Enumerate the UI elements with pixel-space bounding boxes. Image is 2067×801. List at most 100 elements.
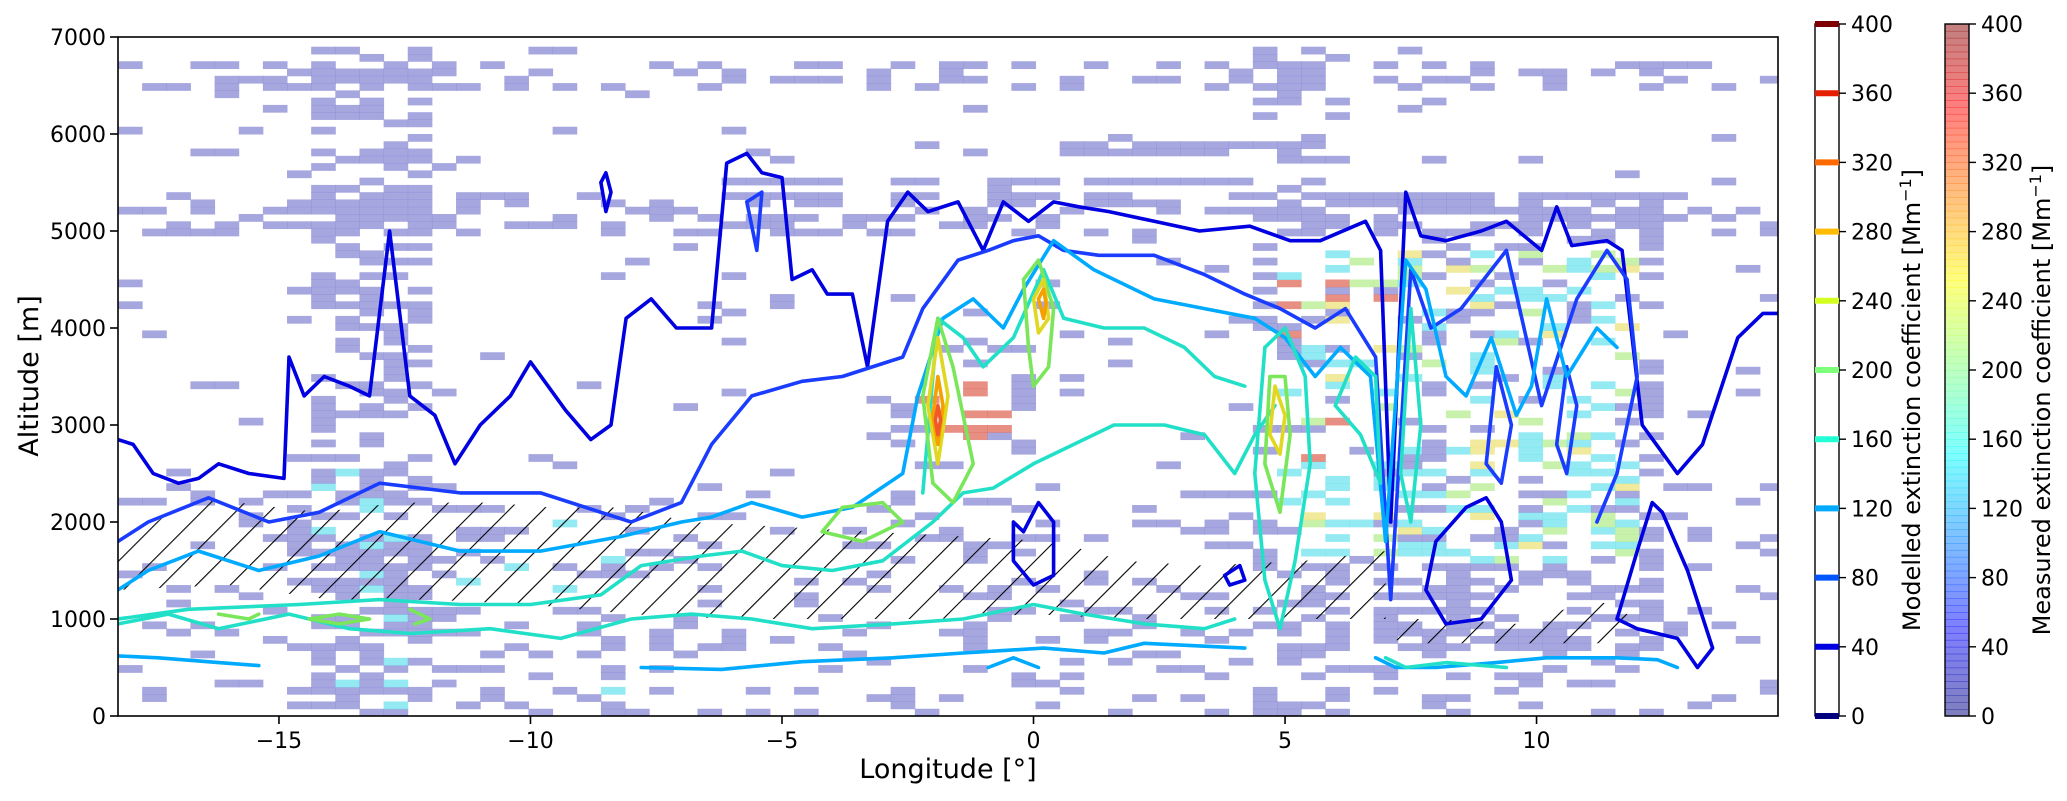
measured-pixel [1421, 272, 1447, 280]
measured-pixel [1615, 490, 1640, 499]
measured-colorbar-step [1945, 335, 1969, 343]
measured-pixel [1663, 628, 1688, 637]
measured-pixel [311, 163, 336, 171]
measured-pixel [407, 243, 433, 251]
measured-pixel [1301, 701, 1326, 710]
measured-pixel [1228, 177, 1254, 186]
measured-pixel [431, 214, 457, 222]
measured-pixel [311, 468, 336, 477]
measured-pixel [383, 359, 409, 368]
measured-pixel [383, 701, 409, 710]
measured-pixel [335, 184, 360, 193]
measured-pixel [407, 119, 433, 128]
measured-pixel [963, 308, 988, 317]
measured-pixel [1107, 192, 1133, 200]
contour-line-200 [216, 612, 261, 621]
measured-pixel [1252, 686, 1278, 695]
measured-pixel [1470, 381, 1495, 390]
measured-pixel [383, 199, 409, 208]
measured-colorbar-step [1945, 349, 1969, 357]
measured-pixel [1615, 628, 1640, 637]
measured-pixel [1759, 686, 1778, 695]
measured-pixel [769, 294, 795, 302]
measured-pixel [1083, 148, 1109, 157]
measured-pixel [311, 454, 336, 462]
contour-line-160 [1383, 656, 1509, 670]
measured-pixel [1639, 526, 1664, 535]
measured-pixel [166, 628, 191, 637]
measured-pixel [1059, 75, 1085, 84]
measured-pixel [938, 344, 964, 353]
measured-pixel [1132, 141, 1157, 150]
measured-pixel [1083, 534, 1109, 542]
measured-pixel [697, 228, 723, 237]
measured-pixel [1711, 621, 1737, 630]
measured-pixel [1421, 155, 1447, 164]
contour-line-160 [921, 268, 1247, 495]
measured-pixel [1397, 468, 1423, 477]
measured-colorbar-step [1945, 51, 1969, 60]
measured-pixel [335, 686, 360, 695]
measured-pixel [1446, 708, 1471, 716]
hatched-area [118, 497, 1386, 619]
measured-pixel [1542, 75, 1568, 84]
measured-pixel [1373, 221, 1399, 230]
measured-pixel [1566, 577, 1592, 586]
measured-pixel [335, 301, 360, 310]
measured-colorbar-tick-label: 200 [1981, 359, 2023, 384]
measured-pixel [311, 650, 336, 659]
measured-pixel [1421, 643, 1447, 652]
measured-pixel [1542, 650, 1568, 659]
measured-pixel [1373, 461, 1399, 470]
measured-pixel [1228, 490, 1254, 499]
measured-pixel [890, 199, 916, 208]
measured-pixel [769, 635, 795, 644]
measured-pixel [600, 83, 626, 91]
measured-colorbar-tick-label: 160 [1981, 428, 2023, 453]
measured-pixel [504, 199, 529, 208]
measured-pixel [1132, 228, 1157, 237]
measured-pixel [1276, 228, 1302, 237]
measured-pixel [1446, 490, 1471, 499]
measured-pixel [1759, 592, 1778, 601]
measured-colorbar-step [1945, 522, 1969, 530]
measured-colorbar-step [1945, 397, 1969, 406]
measured-pixel [1590, 679, 1616, 688]
measured-pixel [1035, 221, 1061, 230]
measured-colorbar-step [1945, 508, 1969, 516]
measured-pixel [1252, 301, 1278, 310]
measured-pixel [1470, 446, 1495, 455]
measured-pixel [311, 75, 336, 84]
measured-colorbar-step [1945, 120, 1969, 129]
measured-pixel [914, 461, 940, 470]
measured-pixel [1252, 621, 1278, 630]
measured-pixel [1301, 650, 1326, 659]
measured-pixel [1421, 585, 1447, 593]
measured-pixel [1470, 61, 1495, 70]
measured-pixel [1735, 264, 1761, 273]
measured-pixel [456, 665, 481, 673]
measured-pixel [1325, 483, 1350, 491]
measured-pixel [214, 628, 240, 637]
measured-pixel [407, 228, 433, 237]
measured-pixel [1663, 75, 1688, 84]
contour-line-120 [986, 656, 1041, 670]
measured-pixel [1470, 264, 1495, 273]
measured-pixel [456, 628, 481, 637]
measured-pixel [1615, 483, 1640, 491]
measured-pixel [262, 490, 288, 499]
measured-pixel [311, 112, 336, 120]
measured-pixel [1011, 344, 1037, 353]
measured-pixel [1421, 534, 1447, 542]
measured-pixel [1590, 526, 1616, 535]
measured-pixel [1446, 243, 1471, 251]
measured-pixel [1397, 490, 1423, 499]
measured-pixel [1639, 534, 1664, 542]
measured-colorbar-step [1945, 328, 1969, 336]
measured-pixel [214, 585, 240, 593]
measured-pixel [1035, 701, 1061, 710]
measured-pixel [1687, 61, 1713, 70]
measured-pixel [1301, 548, 1326, 557]
measured-pixel [769, 221, 795, 230]
measured-pixel [1663, 621, 1688, 630]
